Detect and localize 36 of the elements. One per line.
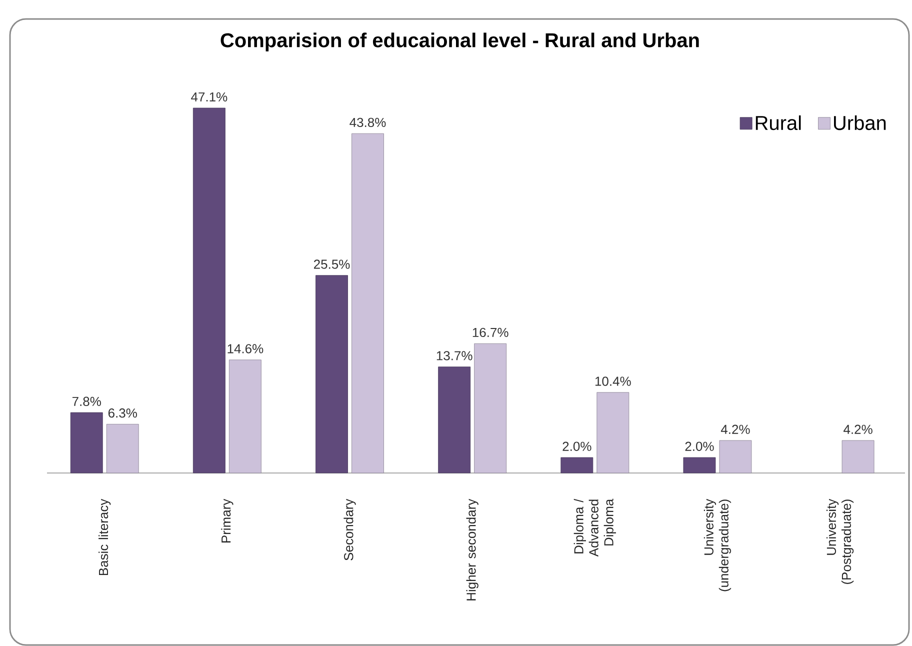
- bar: [438, 366, 471, 474]
- data-label: 7.8%: [72, 396, 101, 406]
- bar: [228, 360, 262, 474]
- bar: [192, 108, 226, 474]
- data-label: 2.0%: [685, 442, 714, 451]
- x-tick-label: Basic literacy: [98, 498, 111, 576]
- bar: [596, 392, 630, 474]
- x-tick-label: University (Postgraduate): [826, 498, 854, 584]
- data-label: 43.8%: [350, 118, 386, 128]
- chart-title: Comparision of educaional level - Rural and Urban: [220, 32, 699, 52]
- x-tick-label: Diploma / Advanced Diploma: [574, 498, 616, 557]
- bar: [560, 457, 594, 474]
- data-label: 25.5%: [314, 260, 350, 269]
- x-tick-label: University (undergraduate): [704, 498, 732, 592]
- bar: [474, 343, 507, 474]
- legend-label: Rural: [756, 115, 801, 130]
- data-label: 16.7%: [472, 328, 508, 338]
- bar: [316, 275, 348, 474]
- bar: [683, 457, 716, 474]
- bar: [842, 440, 874, 474]
- data-label: 47.1%: [191, 92, 228, 102]
- bar: [719, 440, 752, 474]
- bar: [352, 133, 384, 474]
- data-label: 2.0%: [562, 442, 592, 451]
- bar: [70, 412, 103, 474]
- data-label: 10.4%: [595, 376, 631, 386]
- data-label: 4.2%: [844, 424, 872, 434]
- data-label: 14.6%: [228, 344, 264, 354]
- data-label: 6.3%: [108, 408, 137, 418]
- legend-label: Urban: [834, 115, 886, 130]
- data-label: 13.7%: [436, 351, 472, 360]
- x-tick-label: Secondary: [344, 498, 356, 560]
- data-label: 4.2%: [720, 424, 750, 434]
- x-tick-label: Higher secondary: [466, 498, 478, 600]
- x-tick-label: Primary: [221, 498, 234, 543]
- bar: [106, 424, 139, 474]
